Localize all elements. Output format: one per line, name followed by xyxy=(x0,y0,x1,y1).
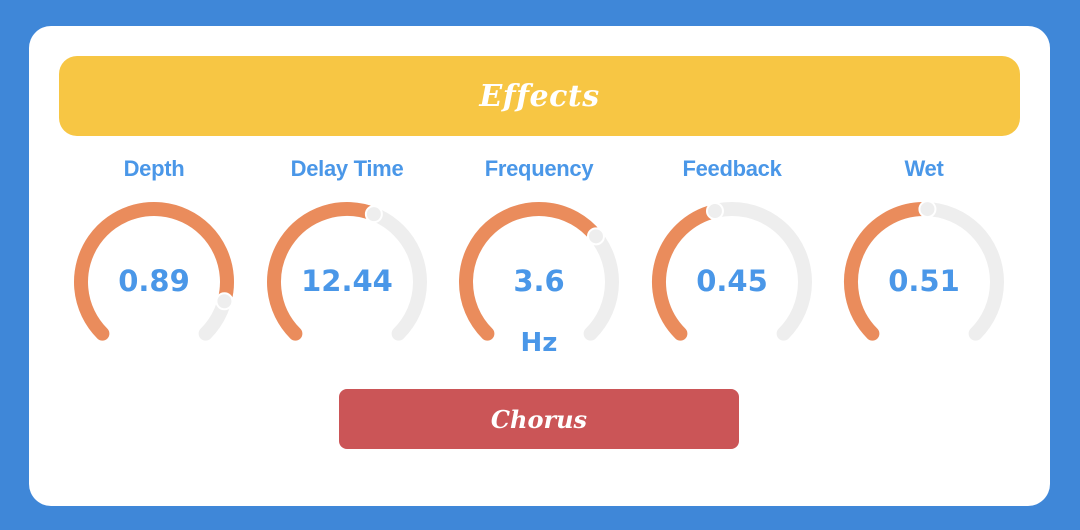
knob-dial[interactable] xyxy=(449,186,629,346)
knob-value: 0.89 xyxy=(118,264,190,298)
knob-label: Delay Time xyxy=(290,156,404,181)
knob-dial[interactable] xyxy=(834,186,1014,346)
knob-handle xyxy=(705,202,724,221)
knob-row: Depth 0.89 Delay Time 12.44 Frequency xyxy=(29,26,1050,506)
knob-delay-time[interactable]: Delay Time 12.44 xyxy=(257,156,437,356)
knob-value: 0.45 xyxy=(696,264,768,298)
knob-value: 3.6 xyxy=(513,264,565,298)
knob-depth[interactable]: Depth 0.89 xyxy=(64,156,244,356)
knob-dial[interactable] xyxy=(642,186,822,346)
effects-title: Effects xyxy=(479,78,600,114)
effects-panel: Effects Depth 0.89 Delay Time 12.44 Freq xyxy=(29,26,1050,506)
knob-handle xyxy=(215,292,234,311)
knob-active-arc xyxy=(74,202,234,341)
knob-label: Feedback xyxy=(682,156,782,181)
knob-handle xyxy=(918,200,937,219)
knob-handle xyxy=(586,227,605,246)
knob-feedback[interactable]: Feedback 0.45 xyxy=(642,156,822,356)
knob-unit: Hz xyxy=(520,328,558,358)
knob-handle xyxy=(364,205,383,224)
knob-active-arc xyxy=(267,202,381,341)
knob-dial[interactable] xyxy=(64,186,244,346)
knob-label: Wet xyxy=(904,156,944,181)
knob-active-arc xyxy=(652,204,722,341)
knob-active-arc xyxy=(459,202,603,341)
knob-label: Frequency xyxy=(484,156,594,181)
effects-header: Effects xyxy=(59,56,1020,136)
knob-frequency[interactable]: Frequency 3.6 Hz xyxy=(449,156,629,358)
knob-value: 12.44 xyxy=(301,264,393,298)
chorus-button[interactable]: Chorus xyxy=(339,389,739,449)
knob-value: 0.51 xyxy=(888,264,960,298)
knob-dial[interactable] xyxy=(257,186,437,346)
knob-active-arc xyxy=(844,202,935,341)
knob-wet[interactable]: Wet 0.51 xyxy=(834,156,1014,356)
knob-label: Depth xyxy=(123,156,185,181)
